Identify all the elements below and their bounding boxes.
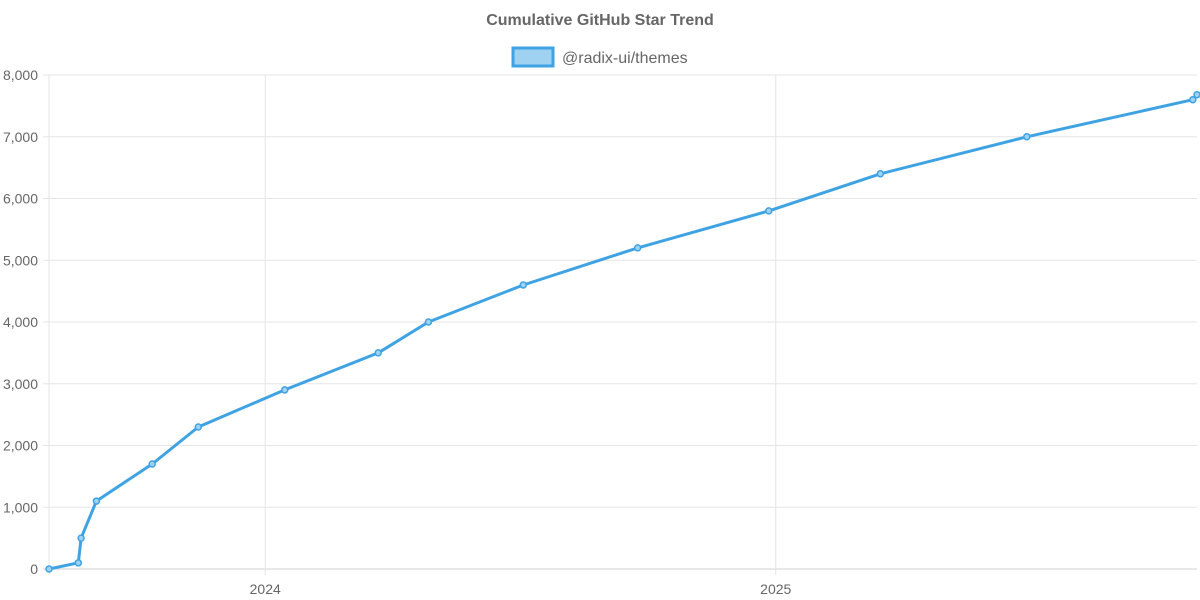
y-tick-label: 6,000 <box>3 191 38 207</box>
y-tick-label: 3,000 <box>3 376 38 392</box>
data-point[interactable] <box>280 386 289 394</box>
data-point[interactable] <box>633 244 642 252</box>
x-tick-label: 2024 <box>250 581 281 597</box>
legend-label: @radix-ui/themes <box>562 50 688 67</box>
data-point[interactable] <box>194 423 203 431</box>
series-line <box>47 93 1199 571</box>
y-tick-label: 7,000 <box>3 129 38 145</box>
grid <box>43 74 1197 575</box>
chart-title: Cumulative GitHub Star Trend <box>486 12 714 29</box>
data-point[interactable] <box>74 559 83 567</box>
y-tick-label: 0 <box>30 561 38 577</box>
y-tick-label: 4,000 <box>3 314 38 330</box>
legend-swatch <box>511 46 555 68</box>
axes: 0 1,000 2,000 3,000 4,000 5,000 6,000 7,000 8,00… <box>3 67 792 597</box>
data-point[interactable] <box>1193 91 1200 99</box>
y-tick-label: 2,000 <box>3 438 38 454</box>
data-point[interactable] <box>45 565 53 573</box>
data-point[interactable] <box>424 318 433 326</box>
data-point[interactable] <box>876 170 885 178</box>
x-tick-label: 2025 <box>760 581 791 597</box>
y-tick-label: 5,000 <box>3 252 38 268</box>
data-point[interactable] <box>765 207 773 215</box>
data-point[interactable] <box>92 497 101 505</box>
data-point[interactable] <box>374 349 382 357</box>
data-point[interactable] <box>77 534 85 542</box>
data-point[interactable] <box>148 460 156 468</box>
legend[interactable]: @radix-ui/themes <box>511 46 688 68</box>
data-point[interactable] <box>519 281 528 289</box>
data-point[interactable] <box>1023 133 1031 141</box>
series-layer <box>45 91 1200 573</box>
data-point[interactable] <box>1189 95 1197 104</box>
y-tick-label: 8,000 <box>3 67 38 83</box>
y-tick-label: 1,000 <box>3 499 38 515</box>
